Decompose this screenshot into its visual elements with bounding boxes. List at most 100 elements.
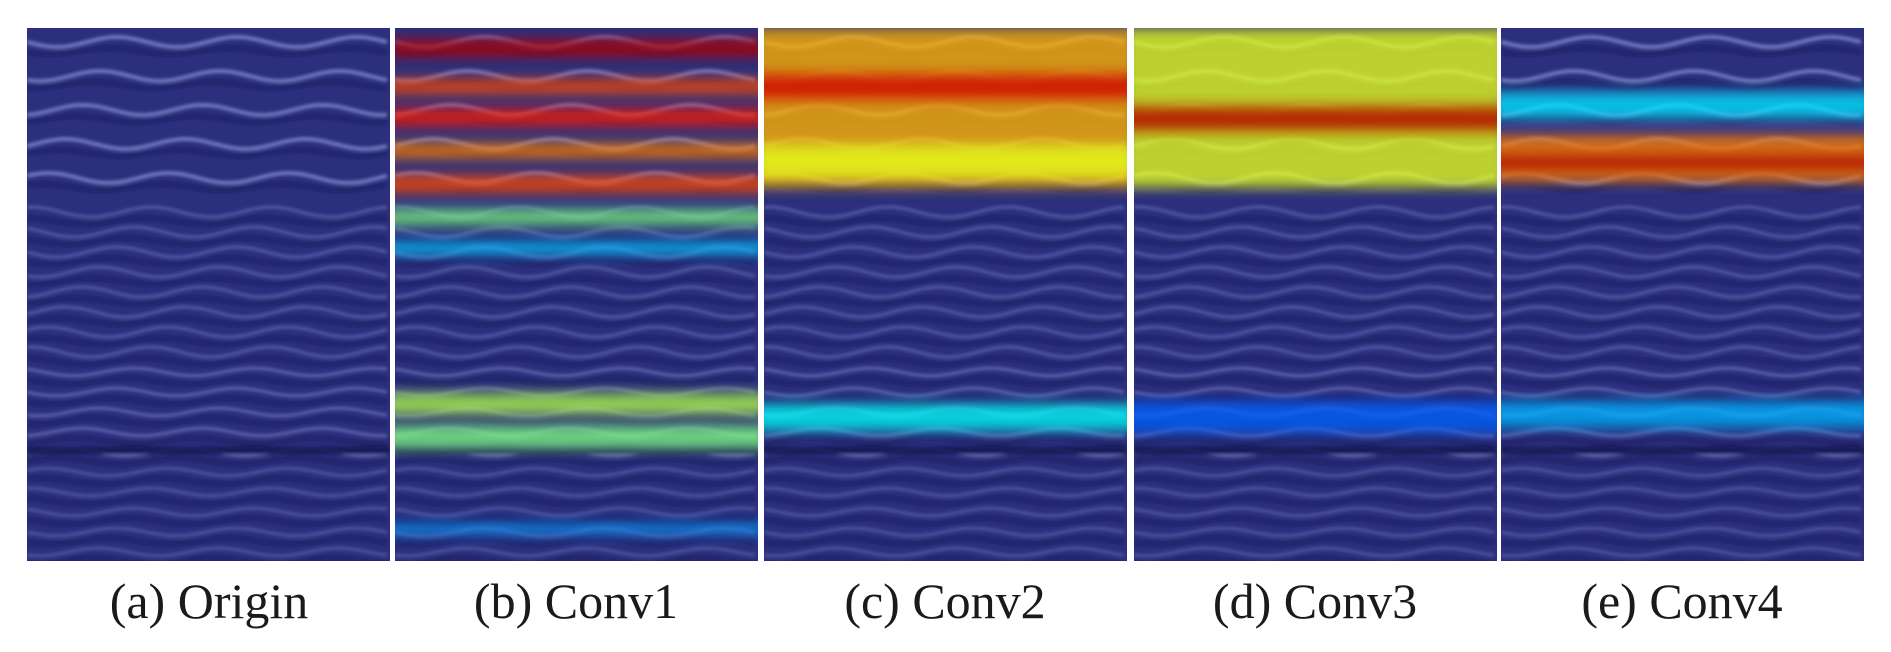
scan-stripe-dark xyxy=(764,236,1125,246)
scan-stripe-dark xyxy=(395,415,756,427)
scan-stripe-dark xyxy=(395,275,756,287)
caption-conv4: (e) Conv4 xyxy=(1581,573,1783,629)
scan-stripe xyxy=(27,366,388,378)
scan-stripe xyxy=(1134,546,1495,558)
heat-band xyxy=(395,107,758,127)
scan-stripe-dark xyxy=(764,395,1125,407)
scan-stripe-dark xyxy=(1501,181,1862,193)
scan-stripe-dark xyxy=(764,295,1125,307)
scan-stripe-dark xyxy=(27,435,388,447)
scan-stripe xyxy=(27,285,388,299)
scan-stripe xyxy=(764,386,1125,398)
scan-stripe xyxy=(764,366,1125,378)
scan-stripe xyxy=(27,205,388,219)
scan-stripe xyxy=(764,506,1125,518)
heat-band xyxy=(1134,102,1497,135)
scan-stripe-dark xyxy=(764,355,1125,367)
scan-stripe xyxy=(27,406,388,418)
scan-stripe xyxy=(27,136,388,152)
scan-stripe-dark xyxy=(27,215,388,227)
scan-stripe-dark xyxy=(1134,435,1495,447)
scan-stripe-dark xyxy=(395,295,756,307)
scan-stripe-dark xyxy=(27,495,388,507)
scan-stripe xyxy=(1134,345,1495,359)
caption-conv3: (d) Conv3 xyxy=(1212,573,1418,629)
scan-stripe-dark xyxy=(395,315,756,327)
scan-stripe-dark xyxy=(1501,79,1862,91)
scan-stripe xyxy=(395,386,756,398)
scan-stripe xyxy=(27,245,388,259)
scan-stripe xyxy=(395,506,756,518)
scan-stripe xyxy=(27,325,388,339)
heat-band xyxy=(1134,401,1497,434)
scan-stripe-dark xyxy=(27,536,388,546)
heat-band xyxy=(764,145,1127,178)
scan-stripe-dark xyxy=(1501,435,1862,447)
scan-stripe xyxy=(764,265,1125,279)
panel-image-conv1 xyxy=(395,28,758,561)
scan-stripe-dark xyxy=(1134,376,1495,386)
scan-stripe xyxy=(395,265,756,279)
scan-stripe xyxy=(1501,34,1862,50)
scan-stripe xyxy=(1501,546,1862,558)
scan-stripe-dark xyxy=(1134,275,1495,287)
caption-origin: (a) Origin xyxy=(109,573,309,629)
scan-stripe-dark xyxy=(1134,215,1495,227)
scan-stripe xyxy=(1501,486,1862,498)
dark-horizon-line xyxy=(1134,446,1497,455)
scan-stripe xyxy=(1501,506,1862,518)
scan-stripe-dark xyxy=(764,536,1125,546)
scan-stripe-dark xyxy=(27,355,388,367)
scan-stripe-dark xyxy=(27,395,388,407)
scan-stripe-dark xyxy=(1501,335,1862,347)
scan-stripe xyxy=(395,486,756,498)
scan-stripe-dark xyxy=(764,315,1125,327)
scan-stripe xyxy=(395,102,756,118)
scan-stripe xyxy=(27,386,388,398)
scan-stripe-dark xyxy=(27,79,388,91)
scan-stripe-dark xyxy=(784,555,1113,561)
scan-stripe-dark xyxy=(27,295,388,307)
heat-band xyxy=(395,425,758,450)
scan-stripe-dark xyxy=(764,495,1125,507)
scan-stripe-dark xyxy=(1501,475,1862,487)
scan-stripe xyxy=(1501,426,1862,438)
scan-stripe xyxy=(764,245,1125,259)
scan-stripe xyxy=(764,205,1125,219)
heat-band xyxy=(395,241,758,255)
scan-stripe xyxy=(764,486,1125,498)
scan-stripe xyxy=(764,325,1125,339)
scan-stripe xyxy=(27,265,388,279)
scan-stripe-dark xyxy=(1501,536,1862,546)
scan-stripe-dark xyxy=(47,555,376,561)
scan-stripe-dark xyxy=(27,147,388,159)
scan-stripe-dark xyxy=(395,335,756,347)
scan-stripe-dark xyxy=(1501,45,1862,57)
dark-horizon-line xyxy=(1501,446,1864,455)
heat-band xyxy=(1501,401,1864,428)
caption-conv2: (c) Conv2 xyxy=(844,573,1046,629)
scan-stripe-dark xyxy=(764,255,1125,267)
scan-stripe-dark xyxy=(395,536,756,546)
caption-conv1: (b) Conv1 xyxy=(473,573,679,629)
scan-stripe-dark xyxy=(27,236,388,246)
heat-band xyxy=(764,70,1127,103)
panel-image-conv4 xyxy=(1501,28,1864,561)
scan-stripe-dark xyxy=(27,181,388,193)
scan-stripe xyxy=(27,225,388,239)
scan-stripe xyxy=(1501,225,1862,239)
scan-stripe xyxy=(1134,466,1495,478)
scan-stripe xyxy=(764,466,1125,478)
heat-band xyxy=(395,38,758,58)
scan-stripe-dark xyxy=(1501,275,1862,287)
scan-stripe-dark xyxy=(764,335,1125,347)
scan-stripe xyxy=(27,345,388,359)
scan-stripe-dark xyxy=(1521,555,1850,561)
scan-stripe xyxy=(1134,305,1495,319)
scan-stripe xyxy=(1134,386,1495,398)
scan-stripe xyxy=(395,285,756,299)
scan-stripe xyxy=(1134,526,1495,538)
scan-stripe-dark xyxy=(1134,475,1495,487)
scan-stripe xyxy=(764,225,1125,239)
scan-stripe-dark xyxy=(1134,536,1495,546)
